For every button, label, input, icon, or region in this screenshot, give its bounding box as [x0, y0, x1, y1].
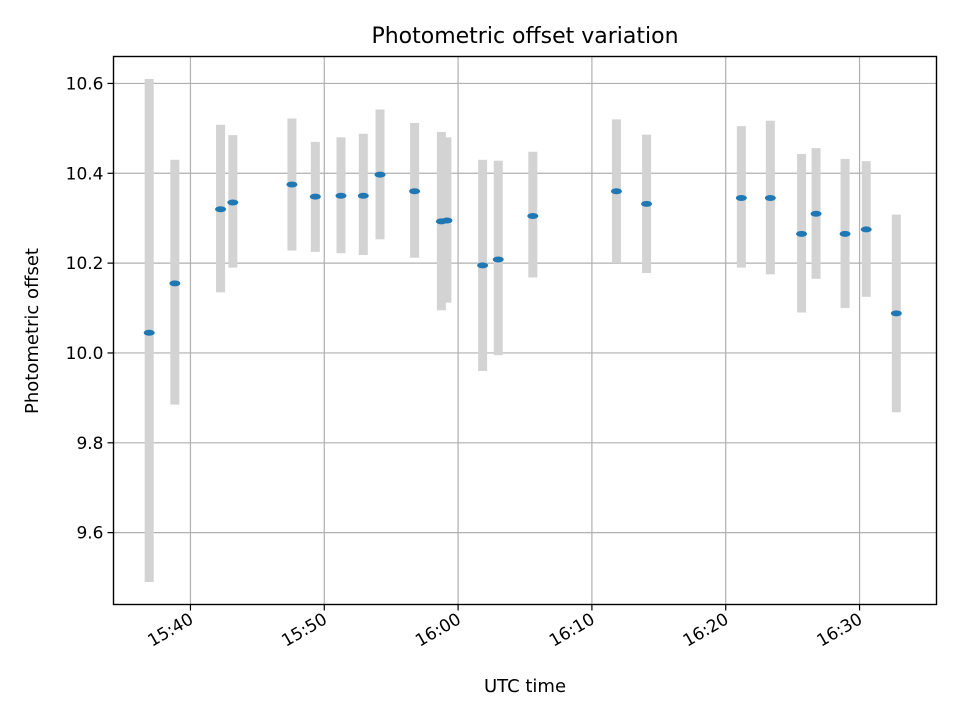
y-tick-label: 9.6	[76, 524, 103, 544]
data-point-marker	[890, 310, 902, 317]
y-tick-label: 10.2	[66, 254, 104, 274]
data-point-marker	[860, 226, 872, 233]
y-tick-label: 9.8	[76, 434, 103, 454]
y-axis: 9.6 9.8 10.0 10.2 10.4 10.6	[66, 74, 114, 544]
x-tick-label: 16:30	[814, 610, 866, 652]
data-point-marker	[764, 194, 776, 201]
x-axis-label: UTC time	[484, 676, 566, 697]
data-point-marker	[215, 206, 227, 213]
y-tick-label: 10.6	[66, 74, 104, 94]
x-tick-label: 16:00	[412, 610, 464, 652]
data-point-marker	[492, 256, 504, 263]
data-point-marker	[527, 212, 539, 219]
data-point-marker	[477, 262, 489, 269]
data-point-marker	[839, 230, 851, 237]
y-tick-label: 10.4	[66, 164, 104, 184]
x-tick-label: 15:40	[145, 610, 197, 652]
data-point-marker	[610, 188, 622, 195]
data-point-marker	[335, 192, 347, 199]
data-point-marker	[309, 193, 321, 200]
data-points	[143, 171, 902, 336]
y-tick-label: 10.0	[66, 344, 104, 364]
data-point-marker	[143, 329, 155, 336]
data-point-marker	[735, 194, 747, 201]
data-point-marker	[169, 280, 181, 287]
x-axis: 15:40 15:50 16:00 16:10 16:20 16:30	[145, 604, 866, 652]
plot-frame	[112, 55, 938, 606]
error-bars	[144, 78, 901, 583]
x-tick-label: 16:10	[546, 610, 598, 652]
data-point-marker	[227, 199, 239, 206]
data-point-marker	[374, 171, 386, 178]
data-point-marker	[286, 181, 298, 188]
data-point-marker	[810, 210, 822, 217]
data-point-marker	[441, 217, 453, 224]
chart-title: Photometric offset variation	[371, 24, 678, 49]
data-point-marker	[796, 230, 808, 237]
x-tick-label: 16:20	[680, 610, 732, 652]
x-tick-label: 15:50	[278, 610, 330, 652]
data-point-marker	[641, 200, 653, 207]
data-point-marker	[357, 192, 369, 199]
data-point-marker	[409, 188, 421, 195]
y-axis-label: Photometric offset	[22, 248, 43, 414]
